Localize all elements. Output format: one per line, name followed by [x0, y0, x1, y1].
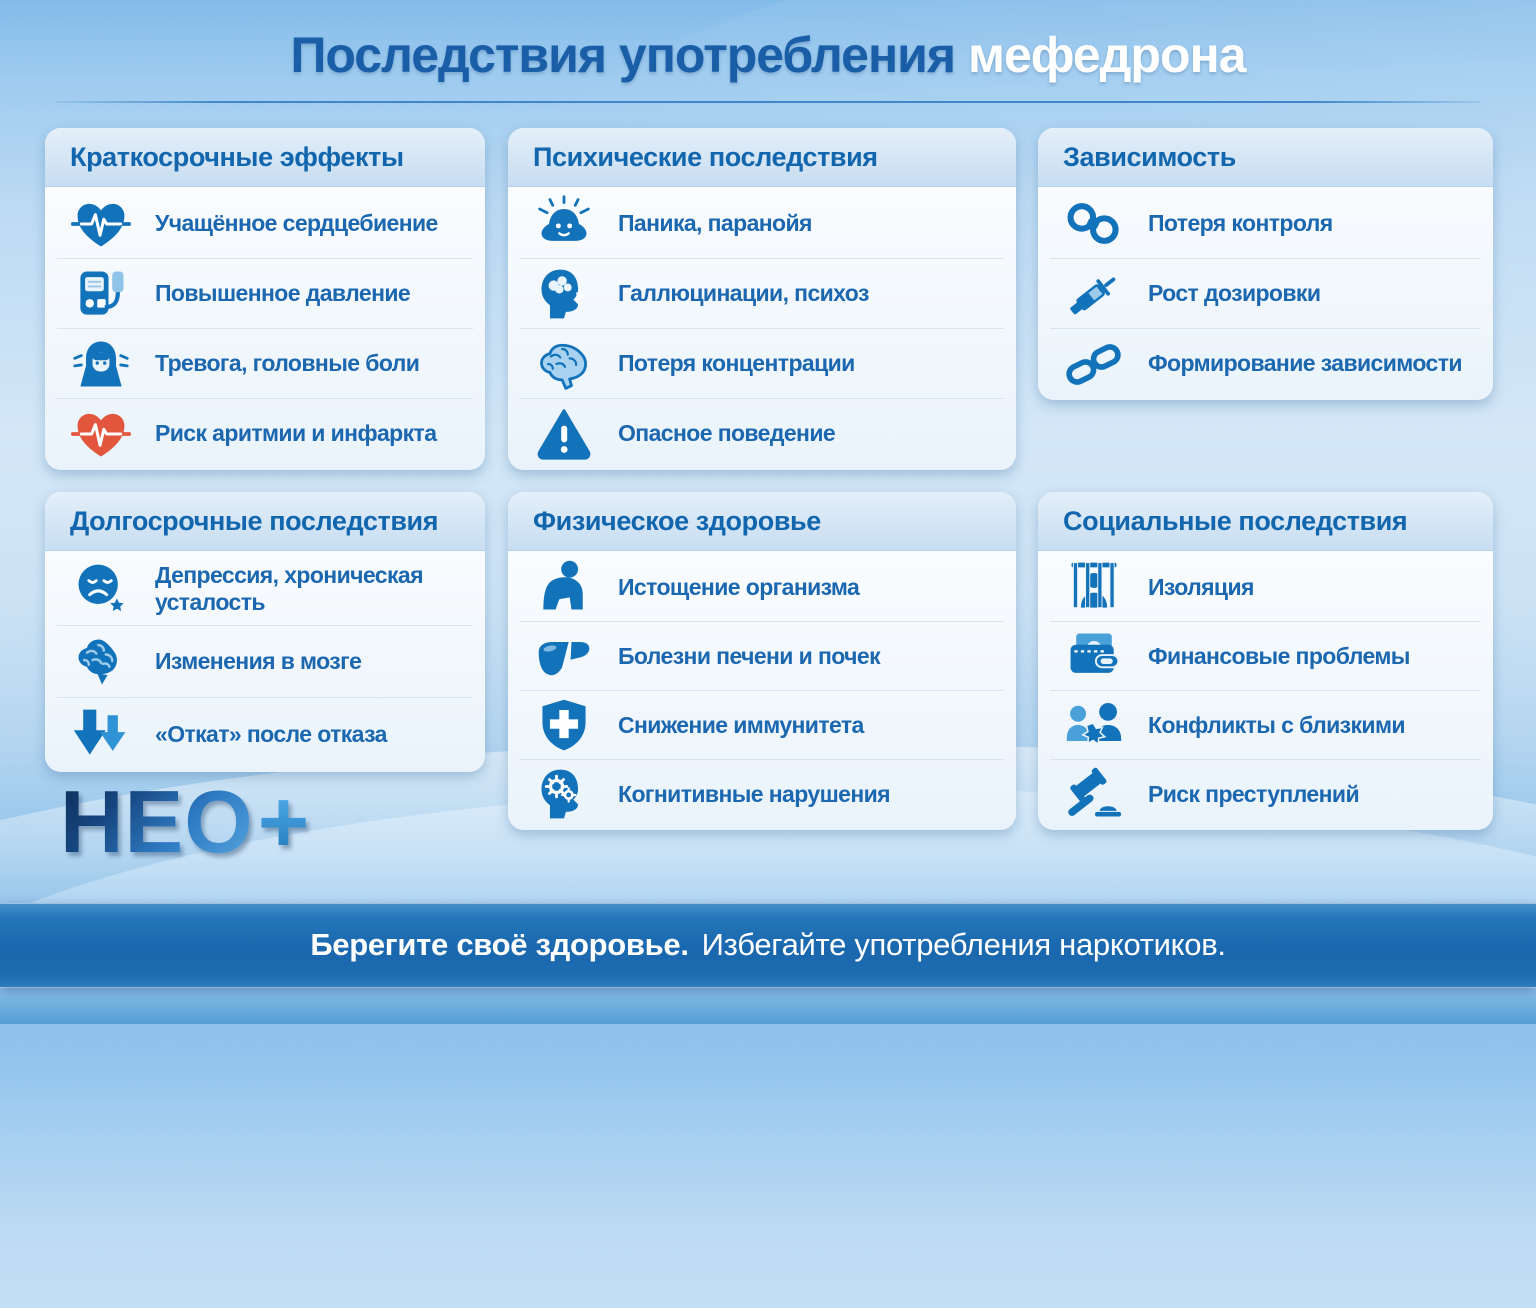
card-item-label: Повышенное давление: [155, 280, 411, 306]
card-item: Риск преступлений: [1050, 759, 1481, 828]
card-item-label: Паника, паранойя: [618, 210, 812, 236]
logo-plus-icon: +: [257, 772, 311, 871]
logo-text: НЕО: [60, 772, 254, 871]
neo-plus-logo: НЕО+: [60, 778, 310, 866]
warning-triangle-icon: [520, 404, 608, 464]
footer-bold-text: Берегите своё здоровье.: [310, 927, 689, 962]
card-item-label: Депрессия, хроническая усталость: [155, 561, 423, 615]
blood-pressure-icon: [57, 264, 145, 324]
card-item: Учащённое сердцебиение: [57, 189, 473, 258]
card-item-label: Изменения в мозге: [155, 648, 362, 674]
card-body: Истощение организма Болезни печени и поч…: [508, 551, 1016, 830]
card-item: Конфликты с близкими: [1050, 690, 1481, 759]
card-title: Социальные последствия: [1038, 492, 1493, 551]
card-item: Депрессия, хроническая усталость: [57, 553, 473, 625]
card-item: Изоляция: [1050, 553, 1481, 621]
card-item-label: Галлюцинации, психоз: [618, 280, 869, 306]
wallet-icon: [1050, 626, 1138, 686]
card-item-label: Изоляция: [1148, 573, 1254, 600]
card-item: Истощение организма: [520, 553, 1004, 621]
liver-icon: [520, 626, 608, 686]
card-item-label: Снижение иммунитета: [618, 711, 864, 738]
card-short-term-effects: Краткосрочные эффекты Учащённое сердцеби…: [45, 128, 485, 470]
card-item-label: Риск преступлений: [1148, 780, 1360, 807]
card-title: Долгосрочные последствия: [45, 492, 485, 551]
panic-figure-icon: [520, 194, 608, 254]
card-body: Потеря контроля Рост дозировки Формирова…: [1038, 187, 1493, 400]
card-item-label: Потеря контроля: [1148, 210, 1333, 236]
heart-pulse-icon: [57, 194, 145, 254]
card-item: Повышенное давление: [57, 258, 473, 328]
title-divider: [55, 101, 1481, 103]
handcuffs-icon: [1050, 194, 1138, 254]
card-item: Снижение иммунитета: [520, 690, 1004, 759]
card-item: Рост дозировки: [1050, 258, 1481, 328]
card-item-label: Учащённое сердцебиение: [155, 210, 438, 236]
card-title: Физическое здоровье: [508, 492, 1016, 551]
card-body: Депрессия, хроническая усталость Изменен…: [45, 551, 485, 772]
card-item-label: «Откат» после отказа: [155, 720, 387, 747]
card-title: Зависимость: [1038, 128, 1493, 187]
card-item: Болезни печени и почек: [520, 621, 1004, 690]
card-item: Финансовые проблемы: [1050, 621, 1481, 690]
card-long-term-consequences: Долгосрочные последствия Депрессия, хрон…: [45, 492, 485, 772]
card-item: Риск аритмии и инфаркта: [57, 398, 473, 468]
heart-attack-icon: [57, 404, 145, 464]
double-down-arrow-icon: [57, 704, 145, 764]
card-item: Потеря контроля: [1050, 189, 1481, 258]
footer-regular-text: Избегайте употребления наркотиков.: [701, 927, 1226, 962]
syringe-icon: [1050, 264, 1138, 324]
footer-banner: Берегите своё здоровье. Избегайте употре…: [0, 903, 1536, 987]
card-item: Паника, паранойя: [520, 189, 1004, 258]
card-item-label: Конфликты с близкими: [1148, 711, 1406, 738]
prison-bars-icon: [1050, 557, 1138, 617]
card-body: Изоляция Финансовые проблемы Конфликты с…: [1038, 551, 1493, 830]
card-item: Формирование зависимости: [1050, 328, 1481, 398]
card-item: Изменения в мозге: [57, 624, 473, 698]
card-body: Паника, паранойя Галлюцинации, психоз По…: [508, 187, 1016, 470]
brain-icon: [520, 334, 608, 394]
card-item: Тревога, головные боли: [57, 328, 473, 398]
card-item: Потеря концентрации: [520, 328, 1004, 398]
card-body: Учащённое сердцебиение Повышенное давлен…: [45, 187, 485, 470]
head-gears-icon: [520, 764, 608, 824]
card-item-label: Болезни печени и почек: [618, 642, 881, 669]
card-item-label: Финансовые проблемы: [1148, 642, 1410, 669]
card-item-label: Рост дозировки: [1148, 280, 1321, 306]
card-title: Психические последствия: [508, 128, 1016, 187]
card-item: Опасное поведение: [520, 398, 1004, 468]
chain-icon: [1050, 334, 1138, 394]
anxiety-person-icon: [57, 334, 145, 394]
page-title: Последствия употребления мефедрона: [0, 26, 1536, 84]
hallucination-head-icon: [520, 264, 608, 324]
card-item-label: Потеря концентрации: [618, 350, 855, 376]
brain-change-icon: [57, 632, 145, 692]
card-item-label: Тревога, головные боли: [155, 350, 420, 376]
card-addiction: Зависимость Потеря контроля Рост дозиров…: [1038, 128, 1493, 400]
card-item: «Откат» после отказа: [57, 697, 473, 770]
people-conflict-icon: [1050, 695, 1138, 755]
shield-cross-icon: [520, 695, 608, 755]
card-item-label: Когнитивные нарушения: [618, 780, 891, 807]
card-physical-health: Физическое здоровье Истощение организма …: [508, 492, 1016, 830]
card-item-label: Формирование зависимости: [1148, 350, 1463, 376]
card-item-label: Опасное поведение: [618, 420, 836, 446]
page-title-main: Последствия употребления: [290, 27, 956, 83]
card-item-label: Риск аритмии и инфаркта: [155, 420, 437, 446]
sad-face-icon: [57, 559, 145, 619]
gavel-icon: [1050, 764, 1138, 824]
card-item: Когнитивные нарушения: [520, 759, 1004, 828]
card-social-consequences: Социальные последствия Изоляция Финансов…: [1038, 492, 1493, 830]
card-item-label: Истощение организма: [618, 573, 860, 600]
card-mental-consequences: Психические последствия Паника, паранойя…: [508, 128, 1016, 470]
page-title-highlight: мефедрона: [967, 27, 1247, 83]
card-title: Краткосрочные эффекты: [45, 128, 485, 187]
card-item: Галлюцинации, психоз: [520, 258, 1004, 328]
bottom-band: [0, 987, 1536, 1024]
exhausted-body-icon: [520, 557, 608, 617]
